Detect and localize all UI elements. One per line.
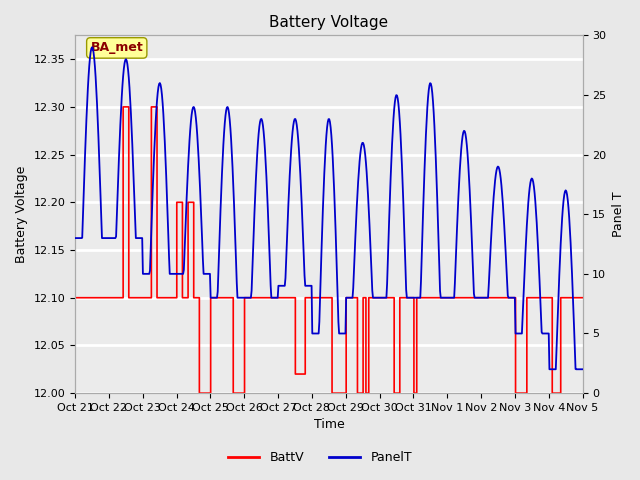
- Y-axis label: Battery Voltage: Battery Voltage: [15, 166, 28, 263]
- X-axis label: Time: Time: [314, 419, 344, 432]
- Text: BA_met: BA_met: [90, 41, 143, 54]
- Title: Battery Voltage: Battery Voltage: [269, 15, 388, 30]
- Legend: BattV, PanelT: BattV, PanelT: [223, 446, 417, 469]
- Y-axis label: Panel T: Panel T: [612, 192, 625, 237]
